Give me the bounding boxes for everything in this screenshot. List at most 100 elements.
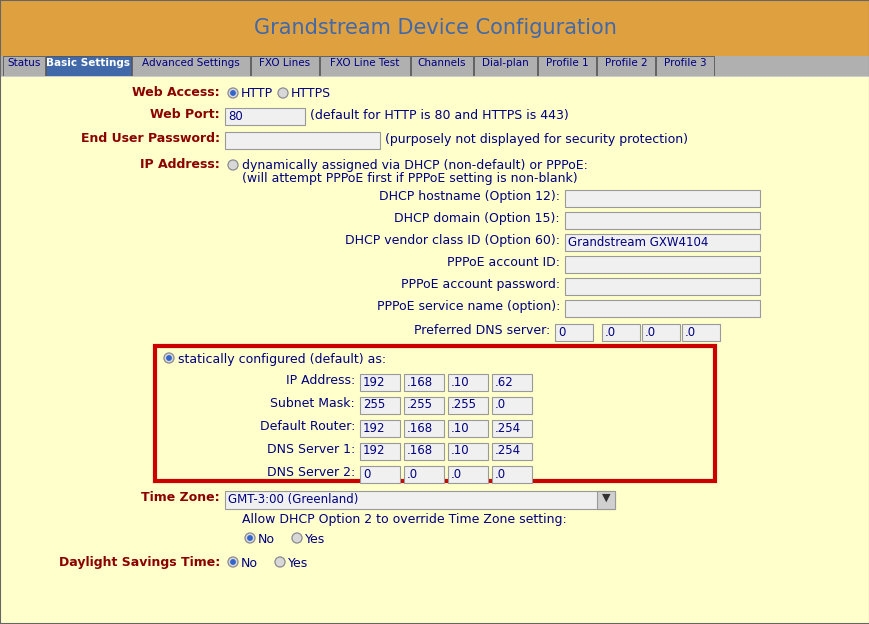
Bar xyxy=(492,420,531,437)
Text: ▼: ▼ xyxy=(601,493,610,503)
Text: No: No xyxy=(258,533,275,546)
Bar xyxy=(0,56,869,78)
Text: Advanced Settings: Advanced Settings xyxy=(142,58,240,68)
Text: dynamically assigned via DHCP (non-default) or PPPoE:: dynamically assigned via DHCP (non-defau… xyxy=(242,159,587,172)
Bar xyxy=(360,466,400,483)
Bar xyxy=(225,132,380,149)
Text: Web Access:: Web Access: xyxy=(132,86,220,99)
Circle shape xyxy=(230,560,235,564)
Circle shape xyxy=(278,88,288,98)
Bar xyxy=(132,56,249,76)
Bar xyxy=(403,466,443,483)
Bar xyxy=(564,300,760,317)
Text: IP Address:: IP Address: xyxy=(285,374,355,387)
Text: PPPoE service name (option):: PPPoE service name (option): xyxy=(376,300,560,313)
Text: (purposely not displayed for security protection): (purposely not displayed for security pr… xyxy=(385,133,687,146)
Text: Channels: Channels xyxy=(417,58,466,68)
Text: .62: .62 xyxy=(494,376,514,389)
Bar xyxy=(564,256,760,273)
Bar xyxy=(448,443,488,460)
Bar xyxy=(448,466,488,483)
Text: No: No xyxy=(241,557,258,570)
Circle shape xyxy=(164,353,174,363)
Bar xyxy=(251,56,319,76)
Text: .255: .255 xyxy=(407,399,433,411)
Text: .168: .168 xyxy=(407,421,433,434)
Text: PPPoE account ID:: PPPoE account ID: xyxy=(447,256,560,269)
Text: .254: .254 xyxy=(494,444,521,457)
Circle shape xyxy=(275,557,285,567)
Text: .0: .0 xyxy=(684,326,695,338)
Text: IP Address:: IP Address: xyxy=(140,158,220,171)
Circle shape xyxy=(248,536,252,540)
Text: DHCP hostname (Option 12):: DHCP hostname (Option 12): xyxy=(379,190,560,203)
Circle shape xyxy=(245,533,255,543)
Text: GMT-3:00 (Greenland): GMT-3:00 (Greenland) xyxy=(228,492,358,505)
Text: Status: Status xyxy=(7,58,41,68)
Bar xyxy=(403,420,443,437)
Text: Subnet Mask:: Subnet Mask: xyxy=(270,397,355,410)
Bar xyxy=(601,324,640,341)
Bar xyxy=(641,324,680,341)
Bar xyxy=(360,397,400,414)
Bar xyxy=(564,278,760,295)
Bar xyxy=(596,491,614,509)
Text: Dial-plan: Dial-plan xyxy=(481,58,528,68)
Text: Daylight Savings Time:: Daylight Savings Time: xyxy=(59,556,220,569)
Text: HTTPS: HTTPS xyxy=(290,87,331,100)
Text: Allow DHCP Option 2 to override Time Zone setting:: Allow DHCP Option 2 to override Time Zon… xyxy=(242,513,566,526)
Text: DNS Server 2:: DNS Server 2: xyxy=(267,466,355,479)
Text: DHCP vendor class ID (Option 60):: DHCP vendor class ID (Option 60): xyxy=(345,234,560,247)
Circle shape xyxy=(228,557,238,567)
Text: Grandstream Device Configuration: Grandstream Device Configuration xyxy=(253,18,616,38)
Bar xyxy=(492,466,531,483)
Bar xyxy=(492,397,531,414)
Bar xyxy=(474,56,536,76)
Bar xyxy=(403,397,443,414)
Bar xyxy=(448,420,488,437)
Text: .10: .10 xyxy=(450,421,469,434)
Text: PPPoE account password:: PPPoE account password: xyxy=(401,278,560,291)
Bar xyxy=(46,56,131,76)
Bar xyxy=(596,56,654,76)
Bar xyxy=(448,374,488,391)
Text: .0: .0 xyxy=(450,467,461,480)
Bar xyxy=(448,397,488,414)
Bar xyxy=(360,374,400,391)
Bar xyxy=(492,374,531,391)
Text: 255: 255 xyxy=(362,399,385,411)
Bar xyxy=(225,108,305,125)
Circle shape xyxy=(167,356,171,360)
Text: .10: .10 xyxy=(450,376,469,389)
Text: (will attempt PPPoE first if PPPoE setting is non-blank): (will attempt PPPoE first if PPPoE setti… xyxy=(242,172,577,185)
Bar xyxy=(225,491,614,509)
Text: DNS Server 1:: DNS Server 1: xyxy=(267,443,355,456)
Bar xyxy=(492,443,531,460)
Text: Web Port:: Web Port: xyxy=(150,108,220,121)
Text: Yes: Yes xyxy=(305,533,325,546)
Bar xyxy=(0,76,869,624)
Text: .168: .168 xyxy=(407,444,433,457)
Text: .255: .255 xyxy=(450,399,476,411)
Bar xyxy=(564,212,760,229)
Text: .0: .0 xyxy=(494,399,506,411)
Text: 80: 80 xyxy=(228,109,242,122)
Text: statically configured (default) as:: statically configured (default) as: xyxy=(178,353,386,366)
Bar xyxy=(155,346,714,481)
Text: 192: 192 xyxy=(362,421,385,434)
Circle shape xyxy=(228,88,238,98)
Text: (default for HTTP is 80 and HTTPS is 443): (default for HTTP is 80 and HTTPS is 443… xyxy=(309,109,568,122)
Text: Basic Settings: Basic Settings xyxy=(46,58,130,68)
Text: Profile 3: Profile 3 xyxy=(663,58,706,68)
Text: 0: 0 xyxy=(362,467,370,480)
Text: .0: .0 xyxy=(407,467,418,480)
Bar xyxy=(681,324,720,341)
Text: .10: .10 xyxy=(450,444,469,457)
Bar xyxy=(655,56,713,76)
Text: FXO Lines: FXO Lines xyxy=(259,58,310,68)
Text: .0: .0 xyxy=(644,326,655,338)
Text: 192: 192 xyxy=(362,444,385,457)
Text: Profile 2: Profile 2 xyxy=(604,58,647,68)
Text: 0: 0 xyxy=(557,326,565,338)
Text: Time Zone:: Time Zone: xyxy=(141,491,220,504)
